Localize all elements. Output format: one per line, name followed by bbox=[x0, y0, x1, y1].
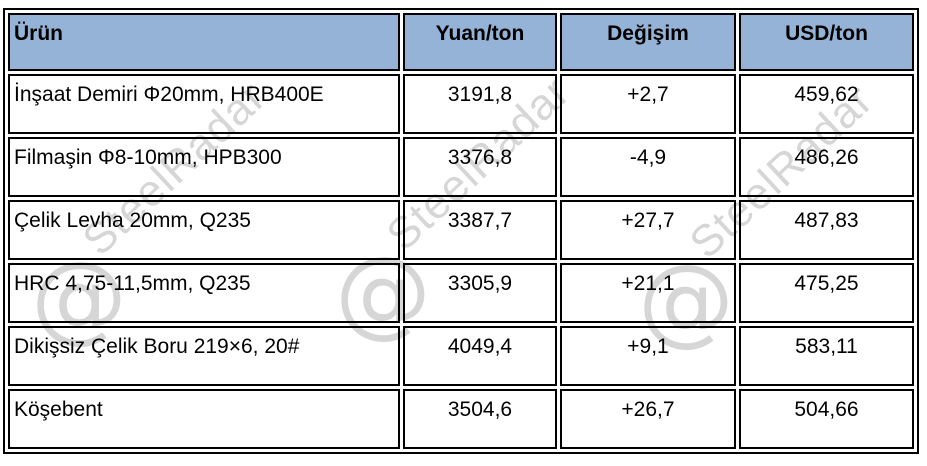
table-row: HRC 4,75-11,5mm, Q235 3305,9 +21,1 475,2… bbox=[8, 263, 914, 323]
table-row: İnşaat Demiri Φ20mm, HRB400E 3191,8 +2,7… bbox=[8, 74, 914, 134]
column-header-usd: USD/ton bbox=[739, 13, 914, 71]
cell-yuan: 3387,7 bbox=[403, 200, 557, 260]
table-row: Köşebent 3504,6 +26,7 504,66 bbox=[8, 389, 914, 449]
header-row: Ürün Yuan/ton Değişim USD/ton bbox=[8, 13, 914, 71]
cell-usd: 459,62 bbox=[739, 74, 914, 134]
steel-prices-table: Ürün Yuan/ton Değişim USD/ton İnşaat Dem… bbox=[3, 8, 919, 454]
cell-yuan: 3504,6 bbox=[403, 389, 557, 449]
cell-yuan: 3305,9 bbox=[403, 263, 557, 323]
cell-yuan: 3191,8 bbox=[403, 74, 557, 134]
cell-urun: Çelik Levha 20mm, Q235 bbox=[8, 200, 400, 260]
cell-degisim: -4,9 bbox=[560, 137, 736, 197]
table-row: Filmaşin Φ8-10mm, HPB300 3376,8 -4,9 486… bbox=[8, 137, 914, 197]
cell-usd: 486,26 bbox=[739, 137, 914, 197]
cell-urun: HRC 4,75-11,5mm, Q235 bbox=[8, 263, 400, 323]
cell-degisim: +9,1 bbox=[560, 326, 736, 386]
cell-yuan: 4049,4 bbox=[403, 326, 557, 386]
cell-degisim: +21,1 bbox=[560, 263, 736, 323]
cell-urun: Filmaşin Φ8-10mm, HPB300 bbox=[8, 137, 400, 197]
cell-degisim: +27,7 bbox=[560, 200, 736, 260]
cell-usd: 487,83 bbox=[739, 200, 914, 260]
cell-degisim: +2,7 bbox=[560, 74, 736, 134]
cell-degisim: +26,7 bbox=[560, 389, 736, 449]
column-header-urun: Ürün bbox=[8, 13, 400, 71]
cell-yuan: 3376,8 bbox=[403, 137, 557, 197]
cell-urun: İnşaat Demiri Φ20mm, HRB400E bbox=[8, 74, 400, 134]
cell-urun: Köşebent bbox=[8, 389, 400, 449]
column-header-yuan: Yuan/ton bbox=[403, 13, 557, 71]
cell-usd: 583,11 bbox=[739, 326, 914, 386]
cell-usd: 504,66 bbox=[739, 389, 914, 449]
column-header-degisim: Değişim bbox=[560, 13, 736, 71]
cell-urun: Dikişsiz Çelik Boru 219×6, 20# bbox=[8, 326, 400, 386]
table-row: Dikişsiz Çelik Boru 219×6, 20# 4049,4 +9… bbox=[8, 326, 914, 386]
table-row: Çelik Levha 20mm, Q235 3387,7 +27,7 487,… bbox=[8, 200, 914, 260]
cell-usd: 475,25 bbox=[739, 263, 914, 323]
